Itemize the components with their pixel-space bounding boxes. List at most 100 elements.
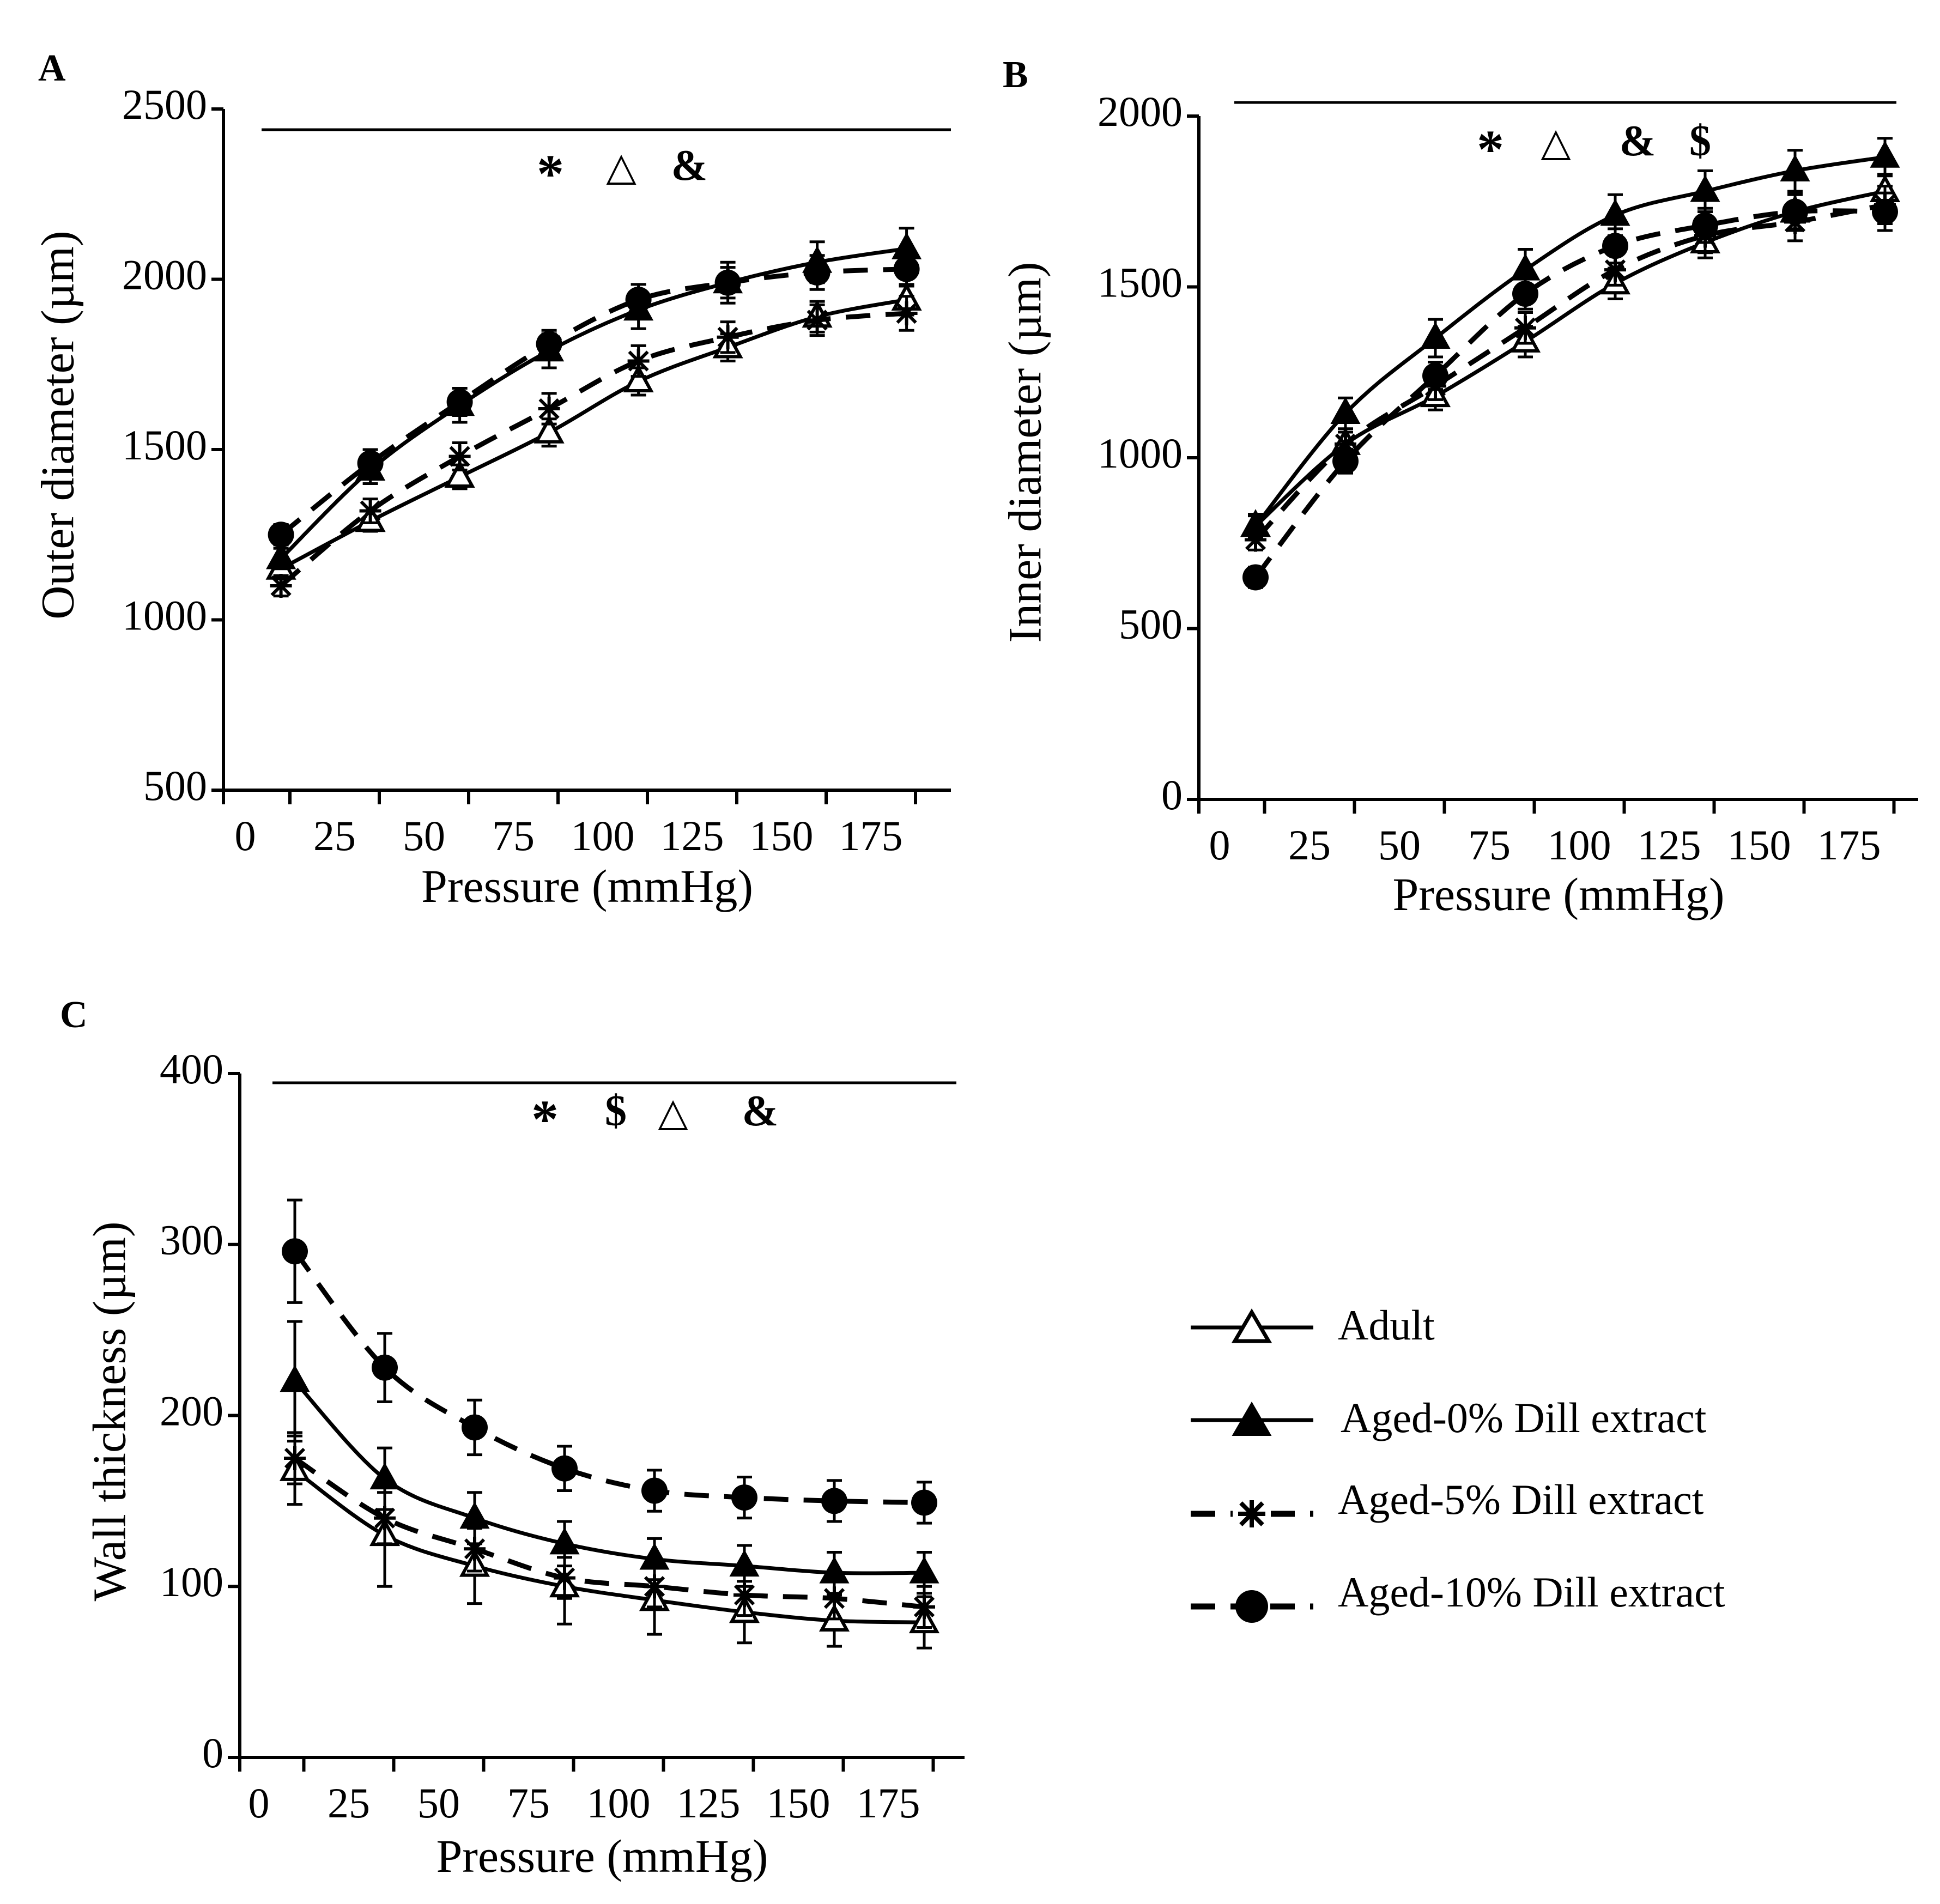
x-tick-label: 0: [1209, 821, 1230, 869]
x-tick-label: 125: [677, 1779, 741, 1827]
significance-symbol: $: [1689, 117, 1711, 165]
legend-label-aged-0: Aged-0% Dill extract: [1341, 1394, 1707, 1441]
y-tick-label: 1500: [122, 421, 207, 469]
legend: Adult Aged-0% Dill extract Aged-5% Dill …: [1191, 1301, 1725, 1623]
significance-symbol: &: [1620, 117, 1656, 165]
legend-label-aged-5: Aged-5% Dill extract: [1338, 1476, 1704, 1523]
data-point: [266, 542, 296, 569]
x-tick-label: 150: [767, 1779, 830, 1827]
data-point: [1602, 233, 1628, 259]
series-line: [279, 266, 907, 537]
y-axis-label: Wall thickness (µm): [83, 1221, 136, 1601]
data-point: [268, 522, 294, 548]
y-tick-label: 1000: [1098, 429, 1183, 477]
x-tick-label: 125: [1638, 821, 1701, 869]
panel-a: A 500 1000 1500 2000 2500 0 25 50 75 100 125 150 175…: [32, 47, 951, 912]
x-tick-label: 0: [235, 812, 256, 859]
series-aged-5-dill-extract: [270, 295, 918, 598]
series-line: [280, 298, 907, 571]
significance-symbol: *: [1477, 119, 1504, 179]
data-point: [536, 331, 562, 357]
panel-b-plot: 0 500 1000 1500 2000 0 25 50 75 100 125 150 175 Press…: [999, 88, 1918, 920]
data-point: [359, 499, 381, 523]
y-tick-label: 0: [202, 1729, 223, 1776]
panel-b-letter: B: [1003, 54, 1028, 96]
data-point: [444, 459, 475, 488]
data-point: [1600, 198, 1630, 226]
x-tick-label: 100: [587, 1779, 651, 1827]
x-tick-label: 150: [750, 812, 814, 859]
significance-symbol: &: [742, 1087, 779, 1135]
data-point: [1245, 527, 1266, 552]
y-tick-label: 500: [1119, 600, 1183, 647]
series-line: [293, 1250, 925, 1506]
y-tick-label: 2500: [122, 81, 207, 128]
y-tick-label: 200: [160, 1387, 223, 1434]
x-tick-label: 150: [1727, 821, 1791, 869]
x-axis-label: Pressure (mmHg): [436, 1830, 768, 1882]
series-aged-0-dill-extract: [1240, 137, 1900, 539]
panel-c-letter: C: [60, 994, 88, 1036]
x-tick-label: 75: [507, 1779, 550, 1827]
legend-item-adult: Adult: [1191, 1301, 1435, 1349]
data-point: [911, 1489, 937, 1516]
legend-label-adult: Adult: [1338, 1301, 1435, 1349]
significance-symbol: $: [605, 1087, 627, 1135]
y-axis-label: Inner diameter (µm): [999, 262, 1051, 642]
legend-marker-asterisk: [1238, 1500, 1265, 1527]
series-aged-10-dill-extract: [282, 1198, 937, 1525]
legend-marker-filled-triangle: [1232, 1402, 1272, 1436]
data-point: [270, 574, 292, 598]
x-axis-label: Pressure (mmHg): [1392, 868, 1724, 920]
x-tick-label: 100: [1548, 821, 1611, 869]
data-point: [804, 259, 830, 286]
data-point: [1242, 564, 1269, 591]
x-tick-label: 50: [403, 812, 445, 859]
data-point: [357, 450, 384, 476]
legend-marker-filled-circle: [1235, 1590, 1268, 1623]
data-point: [534, 415, 565, 444]
x-tick-label: 0: [248, 1779, 270, 1827]
data-point: [1422, 362, 1448, 389]
data-point: [806, 308, 828, 332]
legend-label-aged-10: Aged-10% Dill extract: [1338, 1568, 1725, 1616]
significance-symbol: △: [1541, 120, 1571, 164]
data-point: [369, 1462, 400, 1490]
data-point: [644, 1574, 665, 1599]
data-point: [1692, 212, 1718, 239]
data-point: [549, 1527, 580, 1555]
data-point: [448, 444, 471, 469]
x-tick-label: 125: [660, 812, 724, 859]
data-point: [462, 1414, 488, 1441]
y-tick-label: 100: [160, 1558, 223, 1605]
data-point: [893, 256, 920, 282]
panel-c: C 0 100 200 300 400 0 25 50 75 100 125 150 175 Pressu…: [60, 994, 965, 1882]
series-line: [1253, 208, 1886, 579]
y-tick-label: 2000: [1098, 88, 1183, 135]
x-tick-label: 50: [417, 1779, 460, 1827]
y-axis-label: Outer diameter (µm): [32, 231, 84, 619]
data-point: [280, 1365, 310, 1392]
data-point: [551, 1455, 578, 1482]
legend-item-aged-5: Aged-5% Dill extract: [1191, 1476, 1704, 1530]
data-point: [733, 1582, 755, 1607]
x-axis-label: Pressure (mmHg): [421, 860, 753, 912]
legend-item-aged-10: Aged-10% Dill extract: [1191, 1568, 1725, 1623]
data-point: [731, 1484, 757, 1511]
data-point: [714, 269, 741, 296]
data-point: [625, 287, 652, 313]
y-tick-label: 1500: [1098, 258, 1183, 306]
data-point: [821, 1488, 847, 1514]
significance-symbol: △: [658, 1090, 688, 1134]
data-point: [1514, 316, 1536, 340]
data-point: [538, 397, 560, 421]
x-tick-label: 25: [313, 812, 356, 859]
data-point: [641, 1477, 668, 1504]
data-point: [1512, 281, 1538, 307]
y-tick-label: 1000: [122, 591, 207, 639]
x-tick-label: 175: [857, 1779, 920, 1827]
data-point: [1780, 154, 1810, 181]
series-line: [293, 1456, 925, 1610]
